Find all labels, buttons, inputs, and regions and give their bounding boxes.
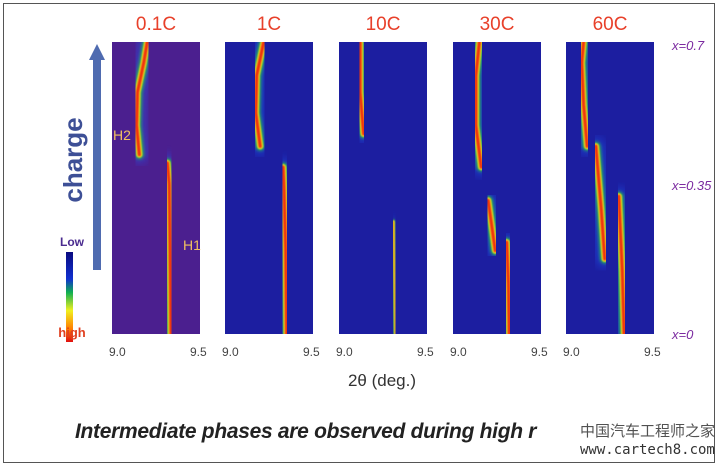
x-tick-label: 9.5 [303, 345, 320, 359]
trace-H1 [281, 165, 289, 334]
x-tick-label: 9.5 [531, 345, 548, 359]
watermark-text: 中国汽车工程师之家 [580, 422, 716, 440]
y-axis-label: charge [58, 117, 88, 202]
trace-H2 [254, 42, 266, 149]
charge-arrow [93, 58, 101, 270]
trace-H1 [393, 221, 396, 334]
trace-H2 [580, 42, 589, 149]
trace-intermediate [486, 198, 497, 253]
trace-H1 [504, 240, 512, 334]
panel-title: 60C [593, 14, 628, 35]
trace-H2 [474, 42, 483, 169]
y-tick-bottom: x=0 [671, 327, 694, 342]
x-tick-label: 9.0 [222, 345, 239, 359]
trace-H1 [617, 194, 626, 334]
panel-30C: 30C 9.0 9.5 [450, 14, 548, 359]
y-tick-mid: x=0.35 [671, 178, 712, 193]
x-tick-label: 9.5 [190, 345, 207, 359]
trace-H2 [358, 42, 366, 136]
charge-arrow-head [89, 44, 105, 60]
x-tick-label: 9.0 [563, 345, 580, 359]
trace-intermediate [594, 144, 607, 261]
slide-frame [3, 3, 715, 463]
colorbar-high-label: high [58, 325, 85, 340]
panel-background [225, 42, 313, 334]
colorbar-low-label: Low [60, 235, 85, 249]
panel-background [453, 42, 541, 334]
x-tick-label: 9.5 [417, 345, 434, 359]
panel-title: 0.1C [136, 14, 176, 35]
panel-title: 30C [480, 14, 515, 35]
phase-label-h1: H1 [183, 237, 201, 253]
panel-0.1C: 0.1C 9.0 9.5 [109, 14, 207, 359]
caption: Intermediate phases are observed during … [75, 420, 537, 443]
panel-60C: 60C 9.0 9.5 [563, 14, 661, 359]
phase-label-h2: H2 [113, 127, 131, 143]
x-tick-label: 9.5 [644, 345, 661, 359]
panel-title: 1C [257, 14, 281, 35]
watermark-url: www.cartech8.com [580, 442, 715, 458]
colorbar [66, 252, 73, 342]
trace-H2 [134, 42, 149, 157]
trace-H1 [165, 161, 173, 334]
panel-10C: 10C 9.0 9.5 [336, 14, 434, 359]
x-tick-label: 9.0 [336, 345, 353, 359]
panel-background [112, 42, 200, 334]
x-tick-label: 9.0 [109, 345, 126, 359]
panel-title: 10C [366, 14, 401, 35]
x-axis-label: 2θ (deg.) [348, 371, 416, 390]
x-tick-label: 9.0 [450, 345, 467, 359]
y-tick-top: x=0.7 [671, 38, 705, 53]
panel-1C: 1C 9.0 9.5 [222, 14, 320, 359]
